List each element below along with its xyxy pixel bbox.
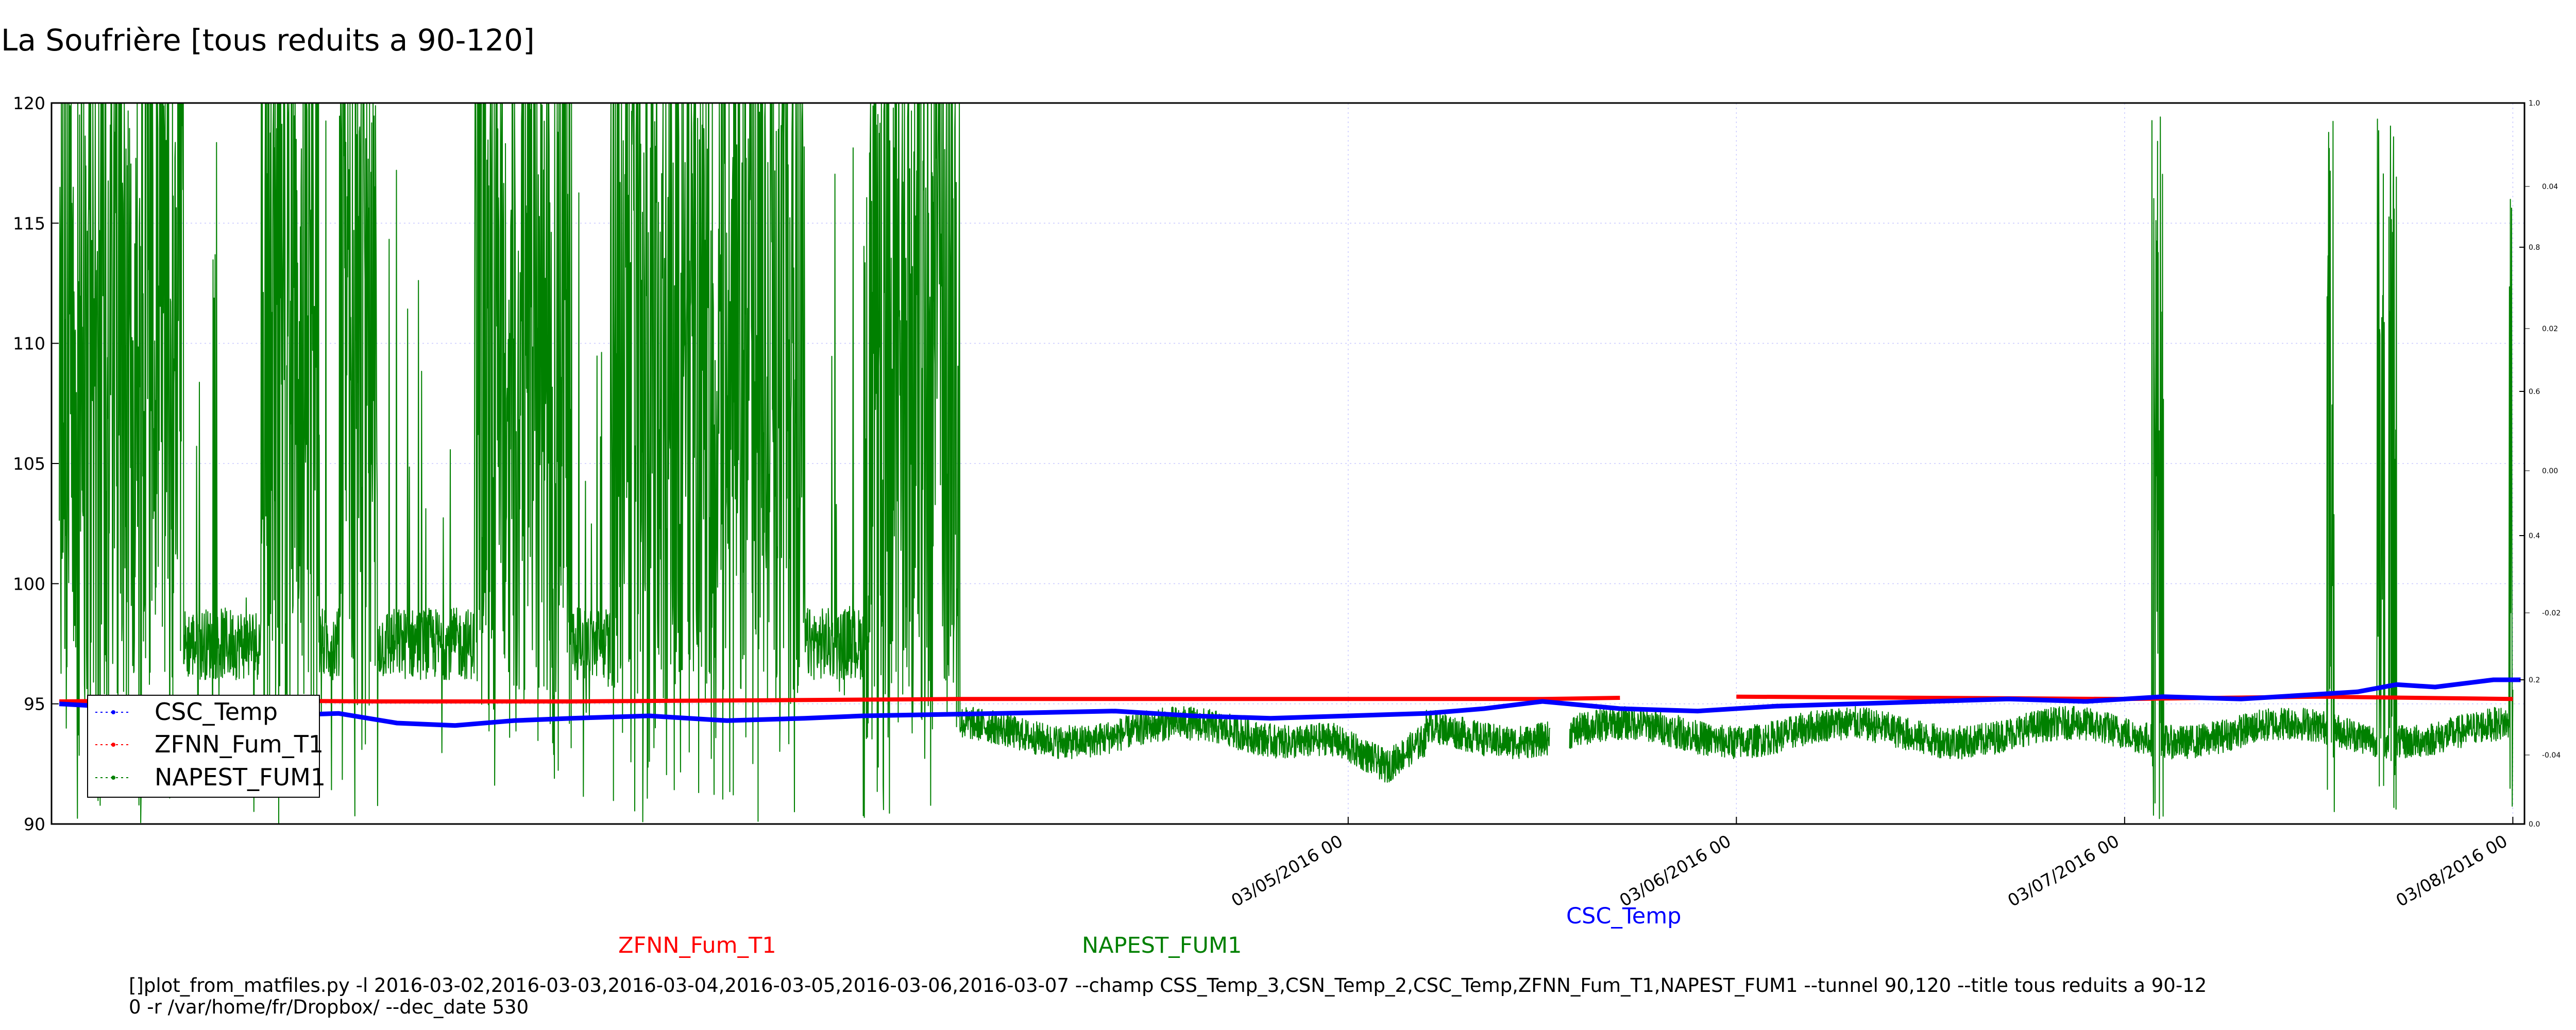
x-tick-label: 03/06/2016 00 — [1616, 831, 1735, 911]
x-tick-label: 03/05/2016 00 — [1228, 831, 1346, 911]
right-minor-tick-label: 0.04 — [2542, 183, 2558, 191]
x-tick-label: 03/07/2016 00 — [2004, 831, 2123, 911]
series-napest-fum1 — [59, 102, 2514, 823]
right-tick-label: 0.8 — [2529, 244, 2540, 252]
legend-marker-csc — [111, 710, 115, 714]
y-axis: 90 95 100 105 110 115 120 — [13, 93, 59, 834]
y-tick-label: 90 — [24, 814, 45, 834]
right-axis: 0.0 0.2 0.4 0.6 0.8 1.0 -0.04 -0.02 0.00 0.02 0.04 — [2519, 99, 2561, 829]
legend-label-napest: NAPEST_FUM1 — [155, 763, 326, 791]
right-minor-tick-label: -0.04 — [2542, 751, 2561, 760]
right-minor-tick-label: -0.02 — [2542, 609, 2561, 617]
legend-item-csc: CSC_Temp — [95, 698, 278, 726]
legend-item-napest: NAPEST_FUM1 — [95, 763, 326, 791]
x-tick-label: 03/08/2016 00 — [2393, 831, 2511, 911]
footer-label-napest: NAPEST_FUM1 — [1082, 933, 1242, 958]
command-line-2: 0 -r /var/home/fr/Dropbox/ --dec_date 53… — [129, 996, 529, 1018]
right-tick-label: 1.0 — [2529, 99, 2540, 108]
footer-label-csc: CSC_Temp — [1566, 903, 1681, 929]
chart-title: La Soufrière [tous reduits a 90-120] — [1, 23, 535, 58]
x-axis: 03/05/2016 00 03/06/2016 00 03/07/2016 00 0… — [1228, 817, 2514, 911]
legend-label-zfnn: ZFNN_Fum_T1 — [155, 730, 324, 758]
y-tick-label: 95 — [24, 694, 45, 714]
right-tick-label: 0.0 — [2529, 820, 2540, 829]
right-minor-tick-label: 0.02 — [2542, 325, 2558, 333]
legend: CSC_Temp ZFNN_Fum_T1 NAPEST_FUM1 — [87, 695, 326, 798]
legend-item-zfnn: ZFNN_Fum_T1 — [95, 730, 324, 758]
legend-label-csc: CSC_Temp — [155, 698, 278, 726]
right-tick-label: 0.2 — [2529, 676, 2540, 684]
y-tick-label: 105 — [13, 454, 45, 474]
series-line — [59, 677, 2521, 728]
y-tick-label: 100 — [13, 574, 45, 594]
y-tick-label: 120 — [13, 93, 45, 113]
command-line-1: []plot_from_matfiles.py -l 2016-03-02,20… — [129, 974, 2207, 997]
footer-label-zfnn: ZFNN_Fum_T1 — [618, 933, 776, 958]
y-tick-label: 115 — [13, 213, 45, 233]
right-tick-label: 0.4 — [2529, 532, 2540, 540]
y-tick-label: 110 — [13, 334, 45, 354]
series-line — [59, 102, 2514, 823]
right-minor-tick-label: 0.00 — [2542, 467, 2558, 475]
plot-area — [52, 103, 2524, 824]
legend-marker-napest — [111, 776, 115, 780]
right-tick-label: 0.6 — [2529, 388, 2540, 396]
series-csc-temp — [59, 677, 2521, 728]
legend-marker-zfnn — [111, 743, 115, 747]
